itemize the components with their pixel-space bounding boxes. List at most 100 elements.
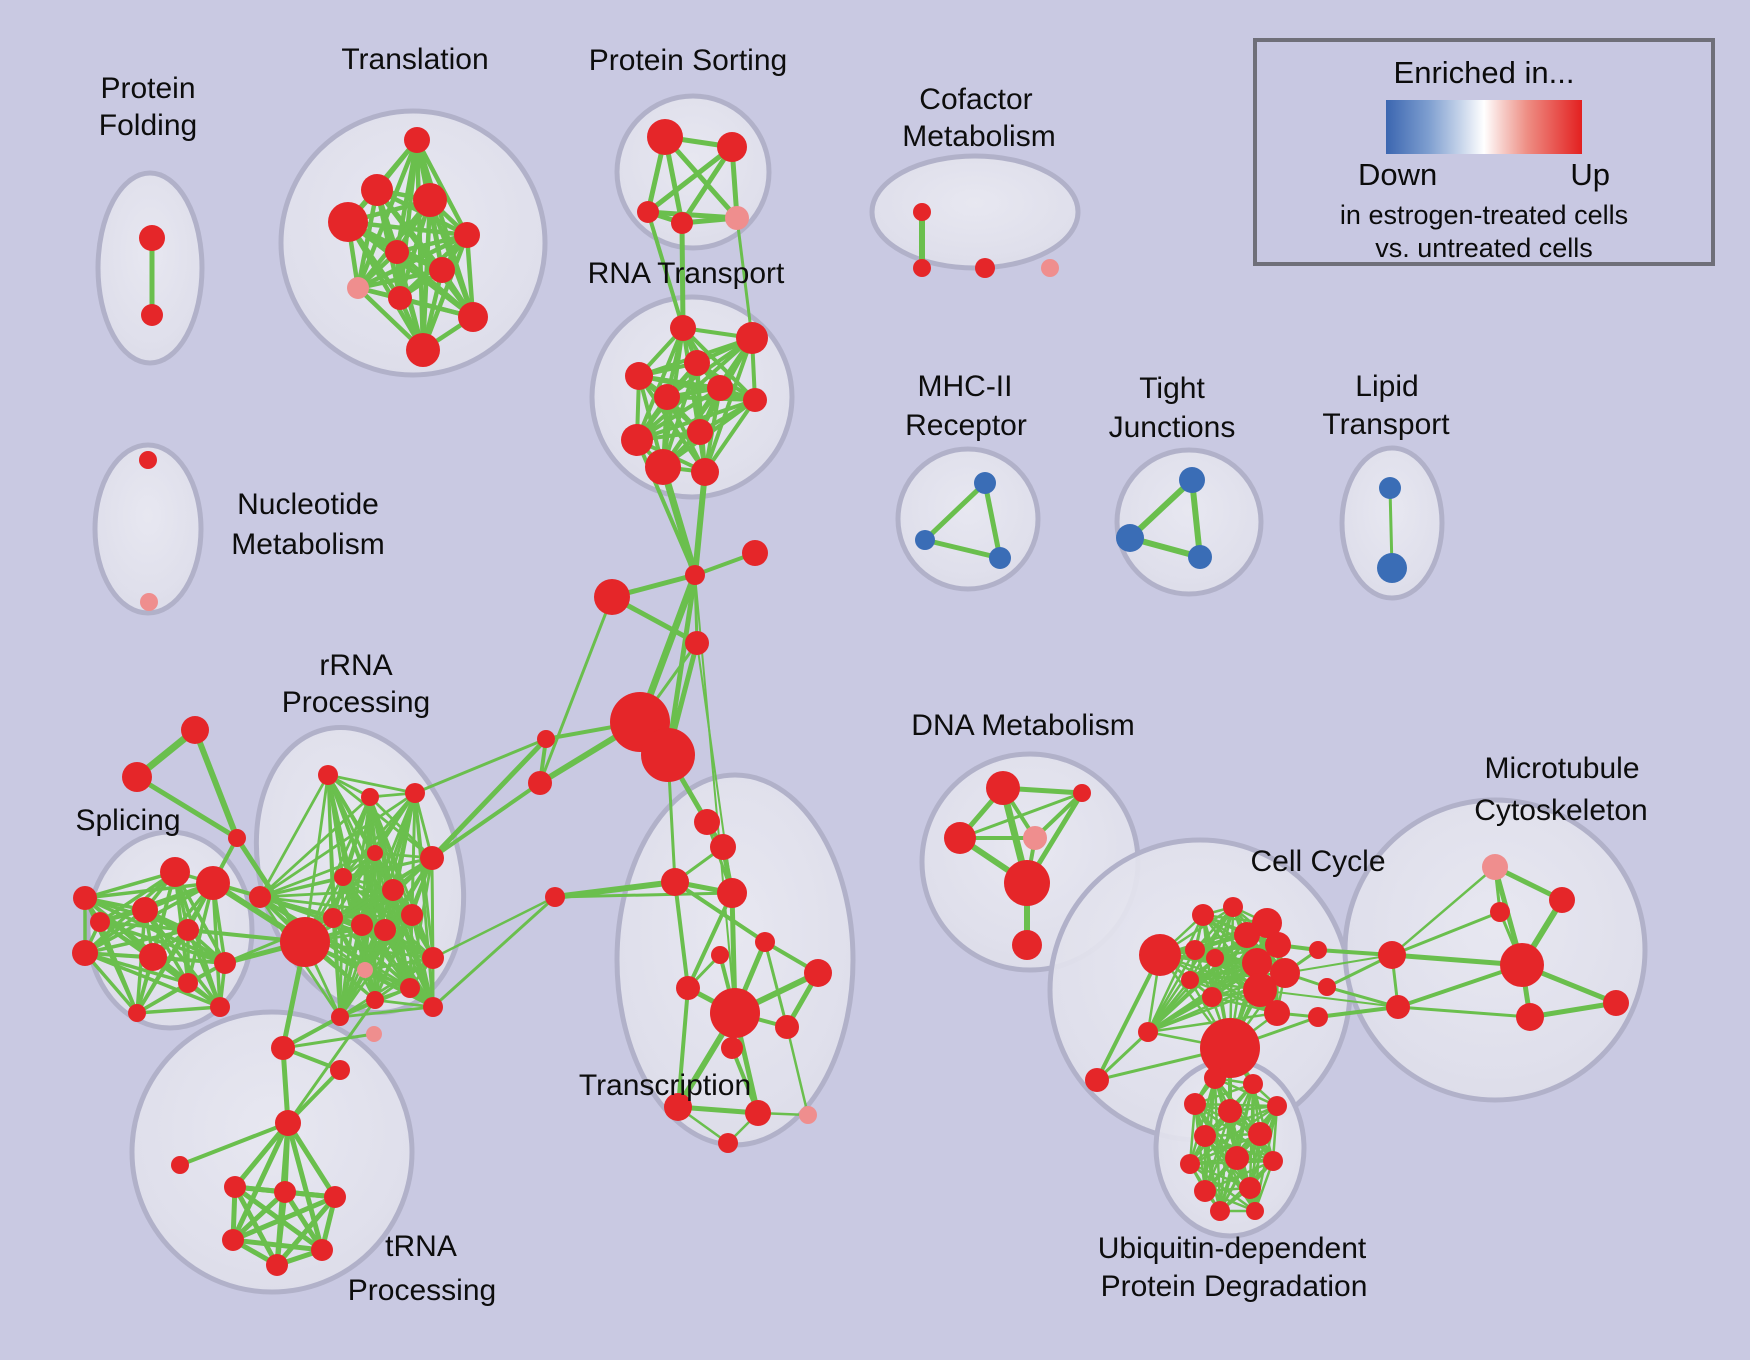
edge [281, 1032, 376, 1050]
node-mh0 [974, 472, 996, 494]
edge [553, 891, 734, 899]
node-mt2 [1490, 902, 1510, 922]
node-sp11 [210, 997, 230, 1017]
edge [232, 1184, 280, 1268]
node-sp5 [177, 919, 199, 941]
cluster-transcription-label-0: Transcription [579, 1069, 751, 1102]
node-tc12 [745, 1100, 771, 1126]
edge [1316, 1005, 1400, 1019]
edge [98, 920, 227, 965]
cluster-ubiquitin-degradation-label-0: Ubiquitin-dependent [1098, 1232, 1367, 1265]
node-d4 [1004, 860, 1050, 906]
node-ps1 [717, 132, 747, 162]
cluster-nucleotide-metabolism-ellipse [92, 442, 204, 616]
node-b0 [1309, 941, 1327, 959]
node-mh1 [915, 530, 935, 550]
node-sp10 [128, 1004, 146, 1022]
node-sp4 [90, 912, 110, 932]
node-rt1 [736, 322, 768, 354]
node-tj2 [1188, 545, 1212, 569]
edge [338, 956, 435, 1019]
node-tn5 [222, 1229, 244, 1251]
node-cc1 [1192, 904, 1214, 926]
node-rt8 [687, 419, 713, 445]
cluster-microtubule-cytoskeleton-label-1: Cytoskeleton [1474, 794, 1647, 827]
node-sp3 [73, 886, 97, 910]
node-cc5 [1185, 940, 1205, 960]
node-cc9 [1202, 987, 1222, 1007]
node-t10 [406, 333, 440, 367]
edge [679, 144, 735, 226]
node-rr22 [271, 1036, 295, 1060]
node-cc4 [1234, 922, 1260, 948]
legend-down-label: Down [1358, 157, 1438, 192]
edge [1188, 1162, 1257, 1213]
node-tn6 [311, 1239, 333, 1261]
node-cf0 [913, 203, 931, 221]
node-rr5 [249, 886, 271, 908]
node-rr21 [545, 887, 565, 907]
edge [134, 774, 240, 841]
cluster-lipid-transport-label-1: Transport [1322, 408, 1450, 441]
node-rr12 [420, 846, 444, 870]
node-t9 [458, 302, 488, 332]
edge [1146, 988, 1262, 1034]
node-tc1 [710, 834, 736, 860]
node-t0 [404, 127, 430, 153]
edge [665, 336, 754, 399]
node-tc10 [721, 1037, 743, 1059]
edge [83, 881, 215, 900]
edge [1095, 953, 1162, 1082]
edge [763, 940, 789, 1029]
cluster-tight-junctions-ellipse [1114, 447, 1264, 597]
node-t5 [385, 240, 409, 264]
edge [230, 1194, 338, 1243]
node-sp6 [139, 943, 167, 971]
cluster-rrna-processing-label-1: Processing [282, 686, 430, 719]
node-pf0 [139, 225, 165, 251]
cluster-nucleotide-metabolism-label-0: Nucleotide [237, 488, 379, 521]
edge [274, 1194, 338, 1268]
node-tc2 [661, 868, 689, 896]
cluster-rna-transport-label-0: RNA Transport [588, 257, 785, 290]
node-ps2 [637, 201, 659, 223]
edge [83, 951, 139, 1015]
edge [429, 736, 549, 861]
cluster-splicing-label-0: Splicing [75, 804, 180, 837]
node-cc0 [1139, 934, 1181, 976]
edge [1188, 1076, 1217, 1166]
cluster-microtubule-cytoskeleton-label-0: Microtubule [1484, 752, 1639, 785]
edge [673, 880, 690, 990]
node-rr10 [374, 919, 396, 941]
node-tn3 [274, 1181, 296, 1203]
cluster-mhc-ii-receptor-ellipse [895, 446, 1041, 592]
node-cc8 [1181, 971, 1199, 989]
edge [258, 795, 372, 899]
edge [1218, 1132, 1262, 1213]
cluster-ubiquitin-degradation-label-1: Protein Degradation [1101, 1270, 1368, 1303]
node-d0 [986, 771, 1020, 805]
node-tn4 [324, 1186, 346, 1208]
edge [338, 1005, 435, 1019]
node-tn0 [275, 1110, 301, 1136]
node-t6 [429, 257, 455, 283]
node-tc5 [711, 946, 729, 964]
edge [785, 1025, 810, 1117]
node-sp0 [160, 857, 190, 887]
node-rr24 [330, 1060, 350, 1080]
edge [83, 896, 227, 965]
node-tc6 [676, 976, 700, 1000]
node-t1 [361, 174, 393, 206]
edge [703, 336, 754, 474]
legend-end-labels: Down Up [1358, 157, 1610, 193]
node-ps0 [647, 119, 683, 155]
node-t4 [454, 222, 480, 248]
node-mt1 [1549, 887, 1575, 913]
node-tc9 [775, 1015, 799, 1039]
node-cc13 [1243, 973, 1277, 1007]
node-lp1 [1377, 553, 1407, 583]
node-t7 [347, 277, 369, 299]
edge [414, 137, 470, 238]
cluster-cell-cycle-label-0: Cell Cycle [1250, 845, 1385, 878]
edge [83, 951, 222, 1009]
